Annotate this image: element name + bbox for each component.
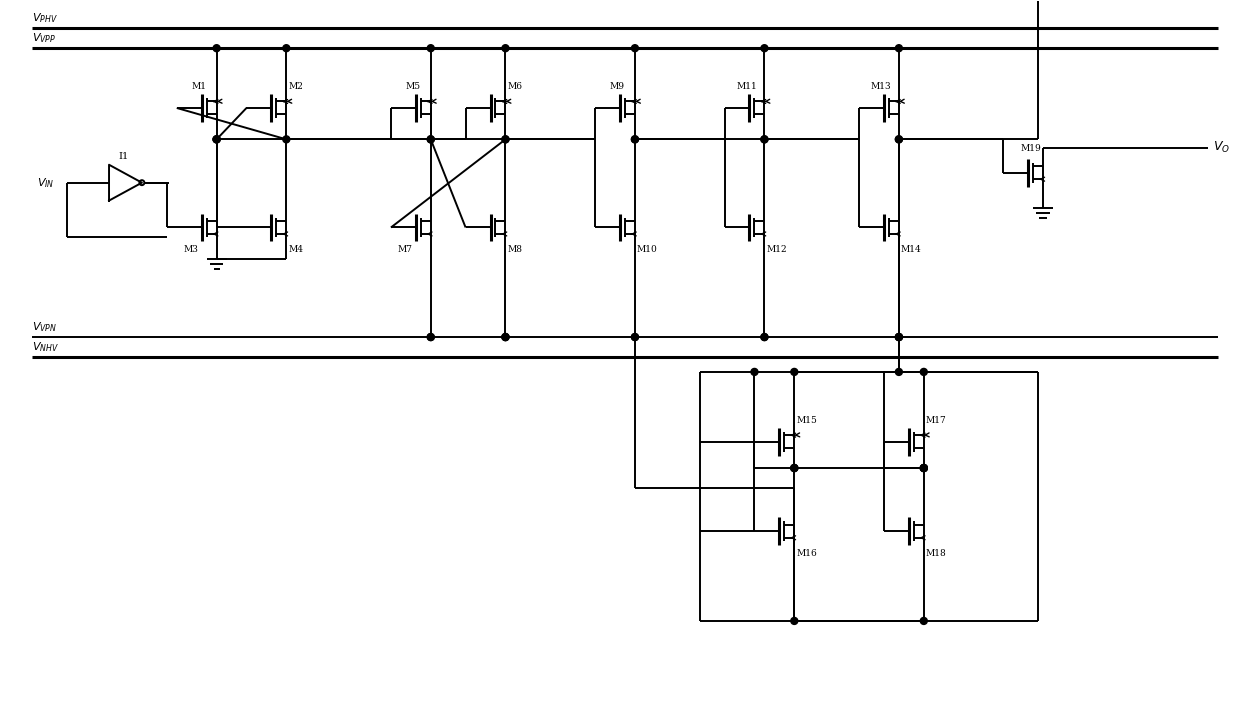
Text: M10: M10 xyxy=(637,246,657,254)
Text: M6: M6 xyxy=(507,82,522,91)
Text: $V_{VPP}$: $V_{VPP}$ xyxy=(32,32,57,45)
Text: $V_{NHV}$: $V_{NHV}$ xyxy=(32,340,60,354)
Circle shape xyxy=(761,136,768,143)
Text: M14: M14 xyxy=(901,246,921,254)
Circle shape xyxy=(791,618,797,624)
Text: M19: M19 xyxy=(1021,144,1042,153)
Text: M9: M9 xyxy=(610,82,625,91)
Text: M15: M15 xyxy=(796,416,817,425)
Text: $V_O$: $V_O$ xyxy=(1213,140,1230,155)
Circle shape xyxy=(761,136,768,143)
Circle shape xyxy=(502,45,508,52)
Text: M12: M12 xyxy=(766,246,787,254)
Circle shape xyxy=(502,333,508,340)
Circle shape xyxy=(920,465,928,472)
Circle shape xyxy=(895,333,903,340)
Text: M11: M11 xyxy=(737,82,756,91)
Circle shape xyxy=(428,333,434,340)
Circle shape xyxy=(895,333,903,340)
Circle shape xyxy=(895,369,903,376)
Circle shape xyxy=(895,45,903,52)
Circle shape xyxy=(631,333,639,340)
Circle shape xyxy=(213,45,219,52)
Circle shape xyxy=(895,333,903,340)
Text: M8: M8 xyxy=(507,246,522,254)
Text: M3: M3 xyxy=(184,246,198,254)
Circle shape xyxy=(895,136,903,143)
Text: I1: I1 xyxy=(119,152,129,161)
Text: M17: M17 xyxy=(926,416,946,425)
Circle shape xyxy=(920,465,928,472)
Circle shape xyxy=(502,136,508,143)
Circle shape xyxy=(791,465,797,472)
Circle shape xyxy=(502,136,508,143)
Circle shape xyxy=(502,333,508,340)
Circle shape xyxy=(283,45,290,52)
Circle shape xyxy=(283,136,290,143)
Circle shape xyxy=(920,465,928,472)
Text: M4: M4 xyxy=(289,246,304,254)
Circle shape xyxy=(428,333,434,340)
Circle shape xyxy=(631,45,639,52)
Text: $V_{PHV}$: $V_{PHV}$ xyxy=(32,11,58,25)
Circle shape xyxy=(751,369,758,376)
Circle shape xyxy=(920,369,928,376)
Circle shape xyxy=(761,333,768,340)
Circle shape xyxy=(791,465,797,472)
Circle shape xyxy=(213,136,219,143)
Circle shape xyxy=(631,136,639,143)
Circle shape xyxy=(428,136,434,143)
Text: M13: M13 xyxy=(870,82,892,91)
Text: M16: M16 xyxy=(796,549,817,558)
Circle shape xyxy=(791,465,797,472)
Circle shape xyxy=(791,369,797,376)
Circle shape xyxy=(920,465,928,472)
Text: $V_{IN}$: $V_{IN}$ xyxy=(37,176,55,190)
Circle shape xyxy=(428,45,434,52)
Text: M2: M2 xyxy=(289,82,304,91)
Circle shape xyxy=(213,136,219,143)
Circle shape xyxy=(428,136,434,143)
Circle shape xyxy=(761,45,768,52)
Circle shape xyxy=(920,618,928,624)
Circle shape xyxy=(761,333,768,340)
Circle shape xyxy=(631,333,639,340)
Text: M1: M1 xyxy=(191,82,206,91)
Text: M18: M18 xyxy=(926,549,946,558)
Text: M5: M5 xyxy=(405,82,420,91)
Text: $V_{VPN}$: $V_{VPN}$ xyxy=(32,320,57,334)
Circle shape xyxy=(895,136,903,143)
Text: M7: M7 xyxy=(398,246,413,254)
Circle shape xyxy=(631,136,639,143)
Circle shape xyxy=(213,136,219,143)
Circle shape xyxy=(502,333,508,340)
